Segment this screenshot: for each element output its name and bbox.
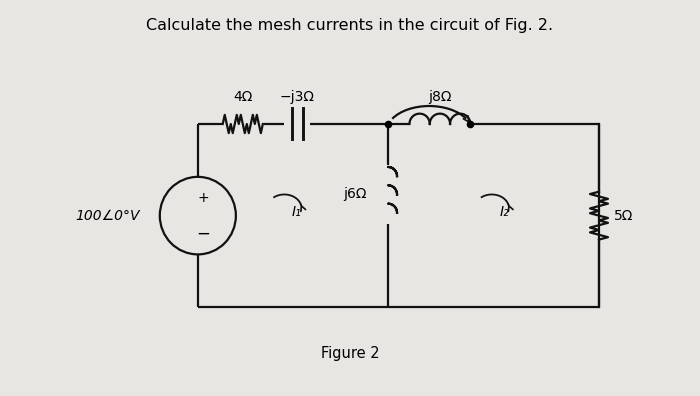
Text: −j3Ω: −j3Ω	[280, 90, 315, 104]
Text: 4Ω: 4Ω	[233, 90, 253, 104]
Text: j8Ω: j8Ω	[428, 90, 452, 104]
Text: +: +	[197, 191, 209, 205]
Text: −: −	[197, 224, 210, 242]
Text: 100∠0°V: 100∠0°V	[76, 209, 140, 223]
Text: I₂: I₂	[499, 205, 509, 219]
Text: Figure 2: Figure 2	[321, 346, 379, 361]
Text: 5Ω: 5Ω	[614, 209, 634, 223]
Text: Calculate the mesh currents in the circuit of Fig. 2.: Calculate the mesh currents in the circu…	[146, 18, 554, 33]
Text: j6Ω: j6Ω	[343, 187, 367, 202]
Text: I₁: I₁	[292, 205, 302, 219]
